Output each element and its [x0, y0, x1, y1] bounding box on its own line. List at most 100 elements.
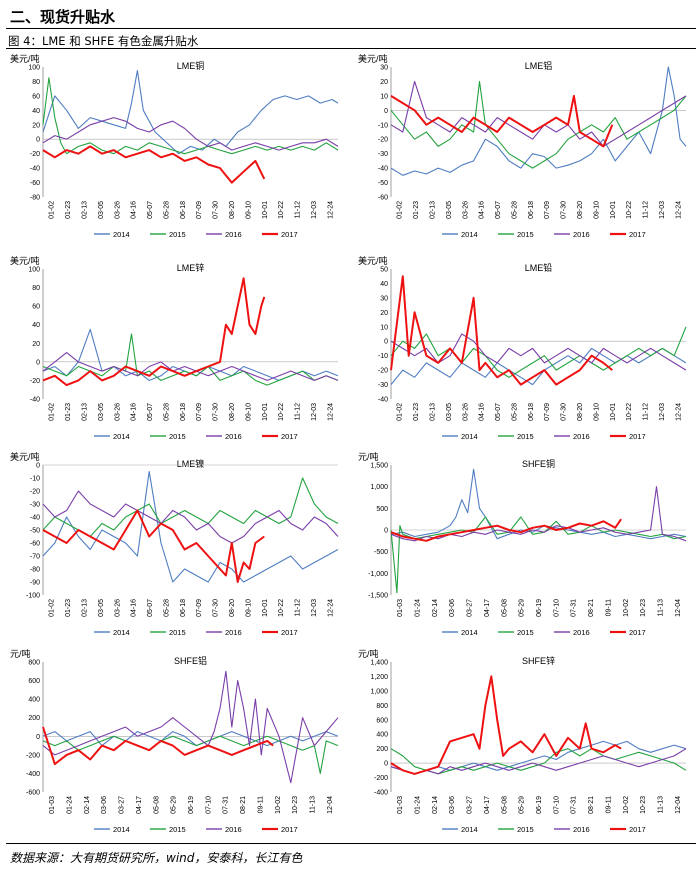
- x-tick-label: 01-24: [67, 796, 74, 814]
- series-line-2017: [42, 145, 266, 184]
- y-tick-label: 0: [384, 761, 388, 768]
- x-tick-label: 05-28: [163, 403, 170, 421]
- y-tick-label: 600: [28, 678, 40, 685]
- legend-label-2015: 2015: [169, 230, 186, 239]
- x-tick-label: 04-16: [131, 599, 138, 617]
- x-tick-label: 06-18: [180, 403, 187, 421]
- y-tick-label: 0: [36, 137, 40, 144]
- series-line-2016: [390, 486, 687, 542]
- y-tick-label: -40: [378, 166, 388, 173]
- x-tick-label: 08-20: [229, 403, 236, 421]
- y-tick-label: 30: [380, 295, 388, 302]
- x-tick-label: 05-07: [147, 201, 154, 219]
- x-tick-label: 12-24: [327, 201, 334, 219]
- caption-rule: [6, 48, 696, 49]
- x-tick-label: 10-23: [640, 796, 647, 814]
- x-tick-label: 03-06: [449, 599, 456, 617]
- x-tick-label: 09-10: [593, 201, 600, 219]
- x-tick-label: 10-22: [278, 599, 285, 617]
- series-line-2017: [42, 277, 266, 387]
- x-tick-label: 01-23: [413, 201, 420, 219]
- legend-label-2016: 2016: [225, 432, 242, 441]
- x-tick-label: 02-14: [432, 796, 439, 814]
- unit-label: 元/吨: [358, 451, 379, 462]
- y-tick-label: -10: [378, 122, 388, 129]
- x-tick-label: 02-13: [81, 403, 88, 421]
- y-tick-label: 600: [376, 717, 388, 724]
- x-tick-label: 04-16: [131, 403, 138, 421]
- x-tick-label: 03-27: [119, 796, 126, 814]
- x-tick-label: 01-02: [397, 201, 404, 219]
- y-tick-label: -40: [30, 515, 40, 522]
- y-tick-label: 1,200: [370, 674, 388, 681]
- x-tick-label: 01-23: [65, 599, 72, 617]
- x-tick-label: 10-23: [640, 599, 647, 617]
- legend-label-2015: 2015: [517, 432, 534, 441]
- x-tick-label: 03-27: [467, 599, 474, 617]
- x-tick-label: 07-30: [213, 403, 220, 421]
- series-line-2014: [390, 66, 687, 176]
- x-tick-label: 04-16: [479, 403, 486, 421]
- series-line-2015: [42, 333, 339, 386]
- legend-label-2014: 2014: [461, 628, 478, 637]
- y-tick-label: -600: [26, 790, 40, 797]
- x-tick-label: 03-27: [467, 796, 474, 814]
- x-tick-label: 09-11: [257, 796, 264, 813]
- legend-label-2016: 2016: [225, 628, 242, 637]
- x-tick-label: 04-16: [131, 201, 138, 219]
- legend-label-2016: 2016: [225, 825, 242, 834]
- y-tick-label: 60: [32, 304, 40, 311]
- legend-label-2015: 2015: [517, 230, 534, 239]
- chart-title: SHFE铝: [174, 655, 207, 666]
- y-tick-label: 400: [376, 732, 388, 739]
- y-tick-label: 100: [28, 65, 40, 72]
- y-tick-label: -40: [30, 166, 40, 173]
- x-tick-label: 03-05: [446, 403, 453, 421]
- y-tick-label: 1,500: [370, 463, 388, 470]
- y-tick-label: -50: [378, 180, 388, 187]
- y-tick-label: 1,000: [370, 484, 388, 491]
- legend-label-2017: 2017: [281, 825, 298, 834]
- series-line-2016: [42, 490, 339, 544]
- x-tick-label: 10-01: [262, 201, 269, 219]
- unit-label: 美元/吨: [10, 53, 40, 64]
- x-tick-label: 01-23: [65, 403, 72, 421]
- x-tick-label: 10-01: [610, 403, 617, 421]
- y-tick-label: -200: [374, 775, 388, 782]
- x-tick-label: 12-03: [311, 403, 318, 421]
- x-tick-label: 05-29: [519, 599, 526, 617]
- x-tick-label: 11-12: [295, 599, 302, 616]
- y-tick-label: 0: [384, 108, 388, 115]
- chart-title: LME锌: [177, 262, 205, 273]
- x-tick-label: 07-10: [205, 796, 212, 814]
- legend-label-2015: 2015: [169, 825, 186, 834]
- y-tick-label: 200: [28, 715, 40, 722]
- x-tick-label: 03-05: [98, 201, 105, 219]
- x-tick-label: 08-20: [229, 201, 236, 219]
- x-tick-label: 08-20: [229, 599, 236, 617]
- x-tick-label: 11-13: [657, 599, 664, 616]
- y-tick-label: -30: [30, 502, 40, 509]
- legend-label-2017: 2017: [629, 230, 646, 239]
- chart-shfe-zinc: 元/吨 SHFE锌 1,400 1,200 1,000 800 600 400 200 0 -200…: [358, 648, 687, 834]
- legend-label-2017: 2017: [629, 825, 646, 834]
- y-tick-label: -500: [374, 549, 388, 556]
- x-tick-label: 01-23: [65, 201, 72, 219]
- x-tick-label: 05-07: [495, 201, 502, 219]
- series-line-2016: [390, 333, 687, 371]
- legend-label-2016: 2016: [225, 230, 242, 239]
- x-tick-label: 02-14: [432, 599, 439, 617]
- y-tick-label: 200: [376, 746, 388, 753]
- y-tick-label: 60: [32, 93, 40, 100]
- x-tick-label: 01-02: [49, 403, 56, 421]
- x-tick-label: 05-07: [147, 403, 154, 421]
- y-tick-label: 20: [32, 341, 40, 348]
- series-line-2015: [390, 326, 687, 378]
- x-tick-label: 09-11: [605, 796, 612, 813]
- series-line-2014: [42, 731, 339, 747]
- x-tick-label: 01-03: [397, 599, 404, 617]
- y-tick-label: -20: [30, 489, 40, 496]
- x-tick-label: 11-12: [643, 201, 650, 218]
- x-tick-label: 01-03: [49, 796, 56, 814]
- series-line-2016: [390, 748, 687, 775]
